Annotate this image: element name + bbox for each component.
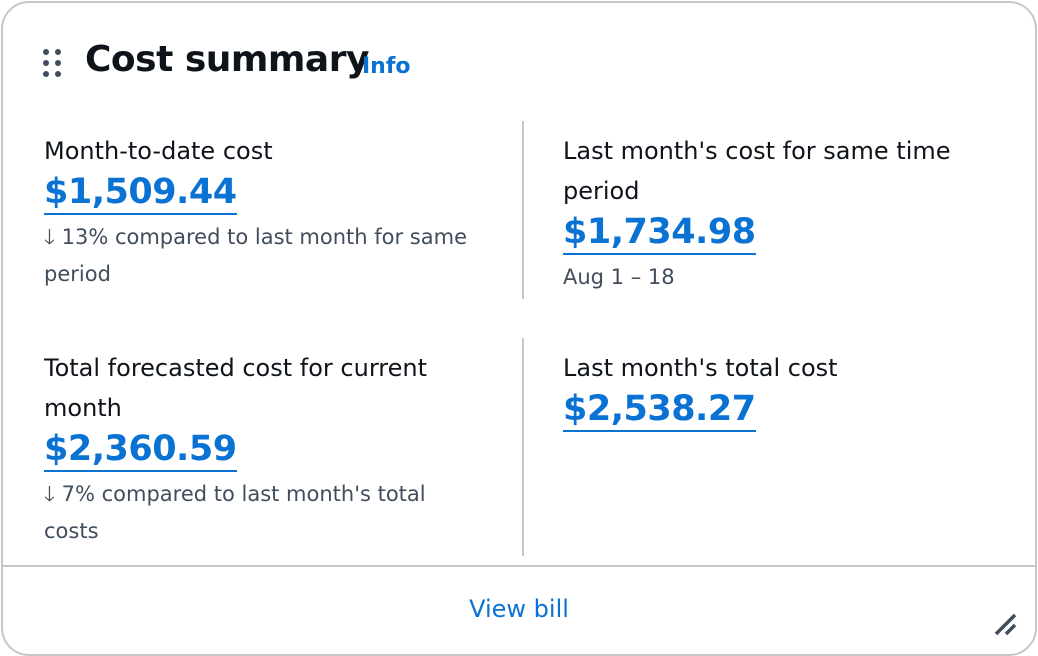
month-to-date-cost: Month-to-date cost $1,509.44 🡓 13% compa… (44, 131, 484, 293)
metric-label: Last month's cost for same time period (563, 137, 951, 205)
metric-note-text: 7% compared to last month's total costs (44, 482, 426, 543)
footer: View bill (3, 595, 1035, 623)
metric-note: 🡓 13% compared to last month for same pe… (44, 219, 484, 293)
info-link[interactable]: Info (362, 54, 411, 79)
metric-note-text: 13% compared to last month for same peri… (44, 225, 467, 286)
column-divider (522, 338, 524, 556)
column-divider (522, 121, 524, 299)
drag-handle-icon[interactable] (43, 49, 63, 77)
metric-label: Last month's total cost (563, 354, 838, 382)
last-month-total-cost: Last month's total cost $2,538.27 (563, 348, 1003, 432)
widget-title: Cost summary (85, 39, 369, 80)
last-month-same-period-cost-link[interactable]: $1,734.98 (563, 211, 756, 255)
metric-note: 🡓 7% compared to last month's total cost… (44, 476, 484, 550)
arrow-down-icon: 🡓 (44, 482, 55, 506)
arrow-down-icon: 🡓 (44, 225, 55, 249)
resize-handle-icon[interactable] (993, 609, 1021, 637)
view-bill-link[interactable]: View bill (469, 595, 569, 623)
footer-divider (3, 565, 1035, 567)
month-to-date-cost-link[interactable]: $1,509.44 (44, 171, 237, 215)
forecasted-cost-link[interactable]: $2,360.59 (44, 428, 237, 472)
metric-label: Month-to-date cost (44, 137, 273, 165)
last-month-same-period-cost: Last month's cost for same time period $… (563, 131, 1003, 296)
metric-label: Total forecasted cost for current month (44, 354, 427, 422)
forecasted-cost: Total forecasted cost for current month … (44, 348, 484, 550)
last-month-total-cost-link[interactable]: $2,538.27 (563, 388, 756, 432)
metric-note: Aug 1 – 18 (563, 265, 675, 289)
